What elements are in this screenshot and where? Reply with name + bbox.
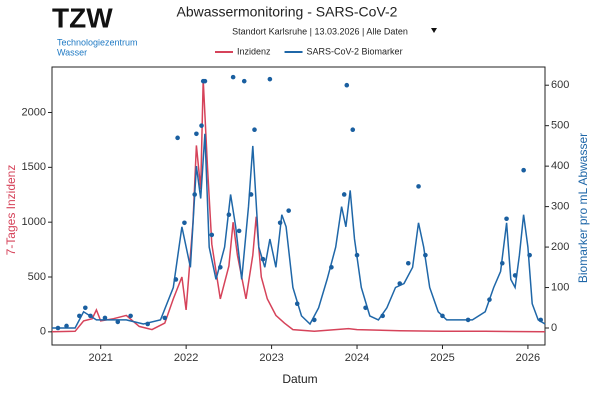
data-point <box>341 192 347 197</box>
x-tick-label: 2022 <box>174 352 198 364</box>
data-point <box>440 313 445 319</box>
data-point <box>405 260 411 266</box>
y2-tick-label: 500 <box>551 120 569 132</box>
data-point <box>354 252 360 258</box>
data-point <box>202 78 208 84</box>
data-point <box>527 252 532 258</box>
x-tick-label: 2021 <box>88 352 112 364</box>
plot-frame <box>51 66 546 346</box>
data-point <box>499 260 505 266</box>
data-point <box>286 208 291 213</box>
data-point <box>236 228 242 234</box>
data-point <box>77 313 82 319</box>
y2-tick-label: 100 <box>551 281 569 293</box>
series-line <box>51 79 546 333</box>
y2-tick-label: 200 <box>551 241 569 253</box>
legend-label: SARS-CoV-2 Biomarker <box>307 46 403 56</box>
data-point <box>199 123 204 128</box>
series-line <box>52 133 546 329</box>
data-point <box>175 135 180 141</box>
data-point <box>248 192 254 197</box>
data-point <box>350 127 356 133</box>
logo: TZW <box>52 2 113 33</box>
data-point <box>173 277 179 282</box>
data-point <box>465 317 471 323</box>
data-point <box>128 313 133 319</box>
data-point <box>241 78 247 84</box>
x-tick-label: 2023 <box>259 352 283 364</box>
data-point <box>267 76 273 82</box>
data-point <box>145 321 150 327</box>
plot: 0 500 1000 1500 2000 0 100 200 300 400 500 600 2021 2… <box>22 46 570 364</box>
data-point <box>487 297 492 302</box>
x-tick-label: 2025 <box>430 352 454 364</box>
y2-axis-label: Biomarker pro mL Abwasser <box>576 133 590 283</box>
data-point <box>416 184 421 189</box>
data-point <box>64 323 69 329</box>
y-tick-label: 1500 <box>22 161 46 173</box>
data-point <box>230 74 236 80</box>
y2-tick-label: 600 <box>551 79 569 91</box>
data-point <box>363 305 368 311</box>
x-tick-label: 2026 <box>516 352 540 364</box>
data-point <box>504 216 509 222</box>
data-point <box>294 301 300 307</box>
legend-label: Inzidenz <box>237 46 271 56</box>
data-point <box>55 325 61 331</box>
org-name: Wasser <box>57 47 87 57</box>
y2-tick-label: 0 <box>551 322 557 334</box>
data-point <box>218 265 223 270</box>
data-point <box>88 313 93 319</box>
data-point <box>162 315 168 321</box>
data-point <box>182 220 187 226</box>
y2-tick-label: 300 <box>551 201 569 213</box>
y-tick-label: 1000 <box>22 216 46 228</box>
y-tick-label: 500 <box>28 271 46 283</box>
data-point <box>380 313 385 319</box>
data-point <box>115 319 121 325</box>
data-point <box>83 305 88 311</box>
y2-tick-label: 400 <box>551 160 569 172</box>
dropdown-arrow[interactable] <box>431 28 437 33</box>
data-point <box>252 127 257 133</box>
org-name: Technologiezentrum <box>57 37 138 47</box>
data-point <box>102 315 108 321</box>
data-point <box>397 281 403 286</box>
data-point <box>423 252 428 258</box>
data-point <box>209 232 215 238</box>
chart-subtitle[interactable]: Standort Karlsruhe | 13.03.2026 | Alle D… <box>232 26 408 36</box>
chart-title: Abwassermonitoring - SARS-CoV-2 <box>177 4 398 20</box>
data-point <box>260 256 266 262</box>
data-point <box>538 317 544 323</box>
data-point <box>312 317 317 323</box>
x-tick-label: 2024 <box>345 352 369 364</box>
y-tick-label: 2000 <box>22 106 46 118</box>
data-point <box>277 220 283 226</box>
data-point <box>226 212 232 218</box>
data-point <box>329 265 334 270</box>
data-point <box>512 273 518 278</box>
y-tick-label: 0 <box>40 326 46 338</box>
y-axis-label: 7-Tages Inzidenz <box>4 165 18 256</box>
x-axis-label: Datum <box>282 372 317 386</box>
data-point <box>521 167 526 173</box>
data-point <box>344 82 350 88</box>
data-point <box>194 131 199 137</box>
data-point <box>192 192 197 197</box>
